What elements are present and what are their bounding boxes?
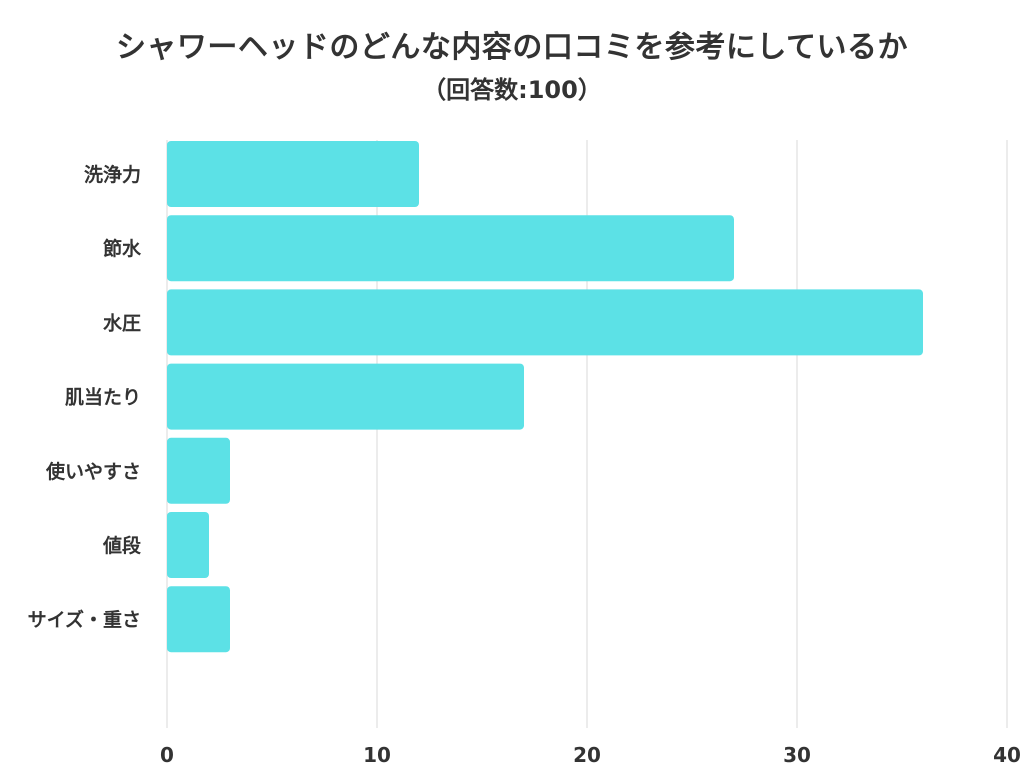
x-tick-label: 30 (783, 743, 811, 767)
bar (167, 215, 734, 282)
bar (167, 437, 230, 504)
category-label: 値段 (102, 534, 142, 557)
category-label: 肌当たり (65, 386, 141, 409)
chart-title: シャワーヘッドのどんな内容の口コミを参考にしているか (115, 30, 909, 65)
x-tick-label: 0 (160, 743, 174, 767)
bar (167, 512, 209, 578)
category-label: 節水 (103, 237, 142, 260)
category-label: サイズ・重さ (28, 608, 141, 631)
x-tick-labels: 0 10 20 30 40 (160, 743, 1021, 767)
category-label: 水圧 (103, 312, 141, 334)
chart-subtitle: （回答数:100） (422, 76, 602, 104)
bar (167, 363, 524, 430)
x-tick-label: 10 (363, 743, 391, 767)
category-label: 洗浄力 (84, 163, 141, 186)
bars (167, 141, 923, 653)
x-tick-label: 40 (993, 743, 1021, 767)
bar (167, 586, 230, 653)
category-label: 使いやすさ (45, 461, 141, 483)
x-tick-label: 20 (573, 743, 601, 767)
bar (167, 141, 419, 207)
bar (167, 289, 923, 356)
